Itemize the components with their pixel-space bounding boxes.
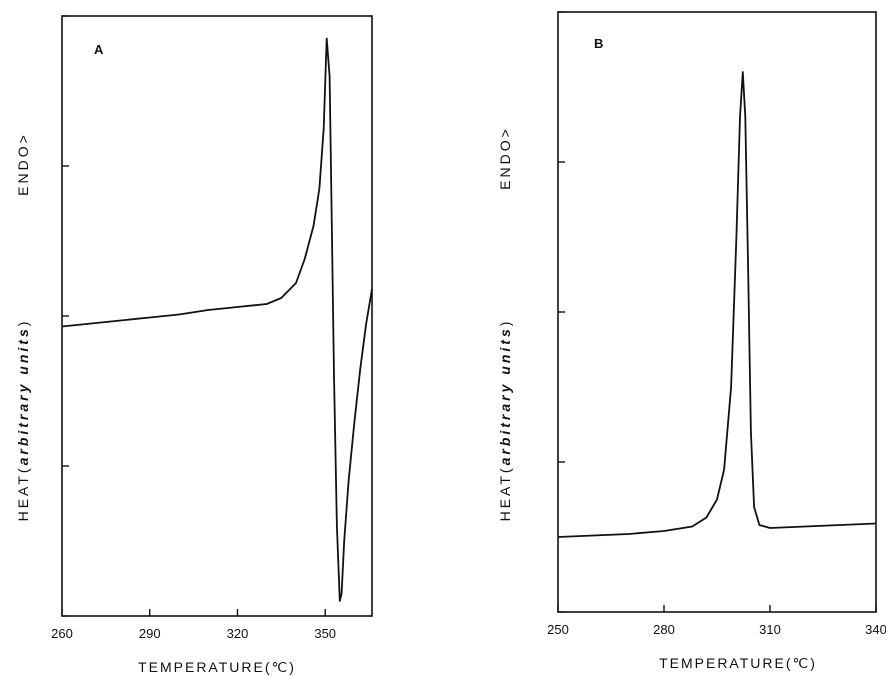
- panel-b-plot-frame: [557, 11, 877, 613]
- panel-a-y-axis-title-close: ): [15, 319, 31, 327]
- panel-a-y-axis-title-open: (: [15, 465, 31, 473]
- panel-a-y-ticks: [62, 15, 69, 617]
- panel-b-x-tick-label: 340: [865, 622, 886, 637]
- panel-b: 250 280 310 340 B TEMPERATURE(℃) HEAT(arbit…: [497, 11, 886, 671]
- panel-a-series-line: [61, 37, 373, 602]
- panel-a: 260 290 320 350 A TEMPERATURE(℃) HEAT(arbit…: [15, 15, 373, 675]
- panel-b-y-axis-title: HEAT(arbitrary units): [497, 319, 513, 522]
- panel-b-label: B: [594, 36, 603, 51]
- panel-b-x-axis-title-unit: (℃): [786, 655, 817, 671]
- panel-b-x-tick-label: 310: [759, 622, 781, 637]
- panel-a-x-tick-label: 290: [139, 626, 161, 641]
- panel-a-label: A: [94, 42, 104, 57]
- panel-a-x-ticks: 260 290 320 350: [51, 609, 336, 641]
- panel-a-x-tick-label: 320: [227, 626, 249, 641]
- panel-a-x-axis-title-unit: (℃): [265, 659, 296, 675]
- panel-b-y-axis-title-open: (: [497, 465, 513, 473]
- panel-a-plot-frame: [61, 15, 373, 617]
- panel-a-endo-label: ENDO>: [15, 132, 31, 196]
- panel-a-x-tick-label: 260: [51, 626, 73, 641]
- panel-a-y-axis-title-heat: HEAT: [15, 473, 31, 521]
- panel-b-y-ticks: [558, 11, 565, 613]
- panel-b-x-tick-label: 280: [653, 622, 675, 637]
- panel-b-x-ticks: 250 280 310 340: [547, 605, 886, 637]
- panel-b-y-axis-title-units: arbitrary units: [497, 326, 513, 465]
- panel-b-y-axis-title-heat: HEAT: [497, 473, 513, 521]
- panel-a-y-axis-title: HEAT(arbitrary units): [15, 319, 31, 522]
- panel-b-endo-label: ENDO>: [497, 126, 513, 190]
- panel-a-y-axis-title-units: arbitrary units: [15, 326, 31, 465]
- panel-b-series-line: [557, 71, 877, 538]
- panel-b-x-tick-label: 250: [547, 622, 569, 637]
- panel-b-x-axis-title: TEMPERATURE(℃): [659, 655, 817, 671]
- panel-a-x-axis-title-main: TEMPERATURE: [138, 659, 265, 675]
- panel-a-x-tick-label: 350: [314, 626, 336, 641]
- panel-b-x-axis-title-main: TEMPERATURE: [659, 655, 786, 671]
- panel-b-y-axis-title-close: ): [497, 319, 513, 327]
- panel-a-x-axis-title: TEMPERATURE(℃): [138, 659, 296, 675]
